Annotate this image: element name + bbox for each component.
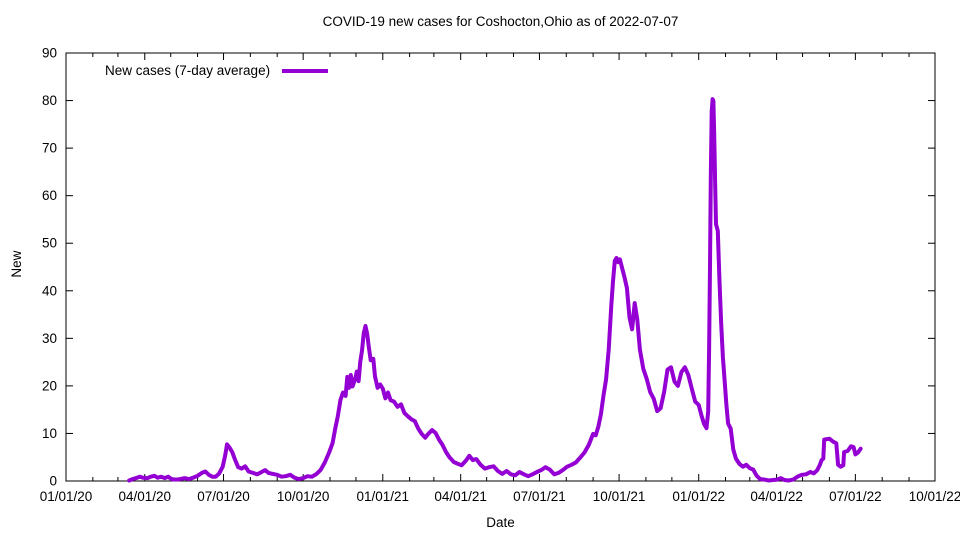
plot-border (65, 52, 936, 482)
y-tick-label: 60 (42, 188, 57, 203)
x-tick-label: 01/01/21 (357, 489, 410, 504)
chart-title: COVID-19 new cases for Coshocton,Ohio as… (322, 14, 679, 29)
x-tick-label: 10/01/22 (909, 489, 960, 504)
x-tick-label: 01/01/20 (40, 489, 93, 504)
x-tick-label: 01/01/22 (672, 489, 725, 504)
x-tick-label: 04/01/21 (434, 489, 487, 504)
y-tick-label: 50 (42, 236, 57, 251)
y-tick-label: 80 (42, 93, 57, 108)
y-tick-label: 90 (42, 46, 57, 61)
x-axis-label: Date (486, 515, 515, 530)
x-tick-label: 07/01/21 (513, 489, 566, 504)
x-tick-label: 07/01/22 (829, 489, 882, 504)
x-tick-label: 07/01/20 (197, 489, 250, 504)
x-tick-label: 10/01/20 (277, 489, 330, 504)
x-tick-label: 10/01/21 (593, 489, 646, 504)
y-tick-label: 10 (42, 426, 57, 441)
x-tick-label: 04/01/22 (750, 489, 803, 504)
legend-line-sample (282, 69, 329, 74)
y-tick-label: 40 (42, 283, 57, 298)
y-tick-label: 70 (42, 141, 57, 156)
x-tick-label: 04/01/20 (118, 489, 171, 504)
y-axis-label: New (8, 250, 24, 278)
legend-label: New cases (7-day average) (105, 63, 271, 78)
x-ticks: 01/01/20 04/01/20 07/01/20 10/01/20 01/01/21… (40, 53, 960, 504)
y-ticks: 0 10 20 30 40 50 60 70 80 90 (42, 46, 935, 489)
legend: New cases (7-day average) (105, 63, 329, 79)
y-tick-label: 30 (42, 331, 57, 346)
y-tick-label: 20 (42, 378, 57, 393)
y-tick-label: 0 (49, 474, 57, 489)
series-line-new-cases (127, 97, 863, 483)
